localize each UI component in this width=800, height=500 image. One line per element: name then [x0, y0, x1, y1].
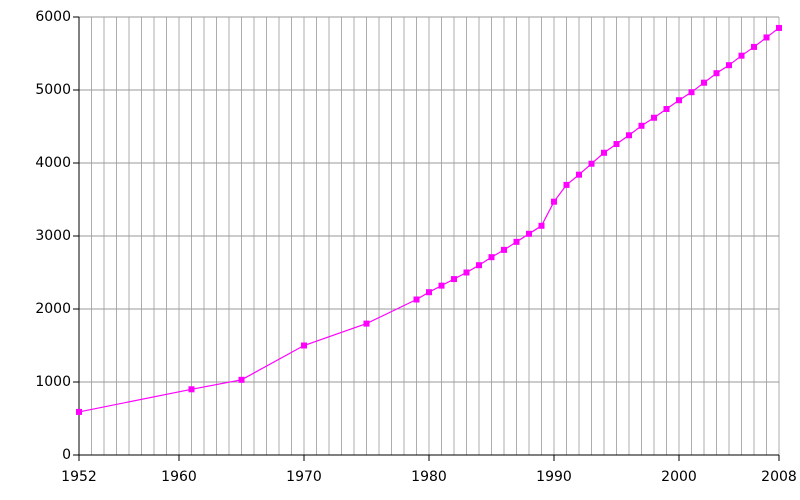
- y-tick-label: 2000: [35, 301, 71, 317]
- data-point: [563, 181, 570, 188]
- x-tick-label: 1970: [286, 469, 322, 485]
- data-point: [551, 198, 557, 205]
- data-point: [463, 269, 470, 276]
- x-tick-label: 1960: [161, 469, 197, 485]
- data-point: [613, 141, 620, 148]
- x-tick-label: 1952: [61, 469, 97, 485]
- y-tick-label: 6000: [35, 9, 71, 25]
- data-point: [576, 171, 582, 178]
- data-point: [451, 276, 457, 283]
- data-point: [526, 230, 532, 237]
- data-point: [751, 43, 757, 50]
- data-point: [438, 282, 445, 289]
- data-point: [513, 238, 520, 245]
- data-point: [301, 342, 307, 349]
- data-point: [238, 376, 245, 383]
- y-tick-label: 1000: [35, 374, 71, 390]
- x-tick-label: 1980: [411, 469, 447, 485]
- data-point: [663, 105, 670, 112]
- y-tick-label: 0: [62, 447, 71, 463]
- data-point: [476, 262, 482, 269]
- y-tick-label: 5000: [35, 82, 71, 98]
- data-point: [426, 289, 432, 296]
- x-tick-label: 2008: [761, 469, 797, 485]
- x-tick-label: 2000: [661, 469, 697, 485]
- data-point: [676, 97, 682, 104]
- data-point: [626, 132, 632, 139]
- data-point: [601, 149, 607, 156]
- data-point: [701, 79, 707, 86]
- data-point: [726, 62, 732, 69]
- data-point: [713, 70, 720, 77]
- y-tick-label: 3000: [35, 228, 71, 244]
- data-point: [188, 386, 195, 393]
- data-point: [651, 114, 657, 121]
- data-point: [738, 52, 745, 59]
- data-point: [488, 254, 495, 261]
- data-point: [363, 320, 370, 327]
- y-tick-label: 4000: [35, 155, 71, 171]
- data-point: [688, 89, 695, 96]
- data-point: [501, 246, 507, 253]
- data-point: [76, 408, 82, 415]
- x-tick-label: 1990: [536, 469, 572, 485]
- data-point: [763, 34, 770, 41]
- data-point: [776, 24, 782, 31]
- data-point: [538, 222, 545, 229]
- data-point: [588, 160, 595, 167]
- data-point: [413, 296, 420, 303]
- data-point: [638, 122, 645, 129]
